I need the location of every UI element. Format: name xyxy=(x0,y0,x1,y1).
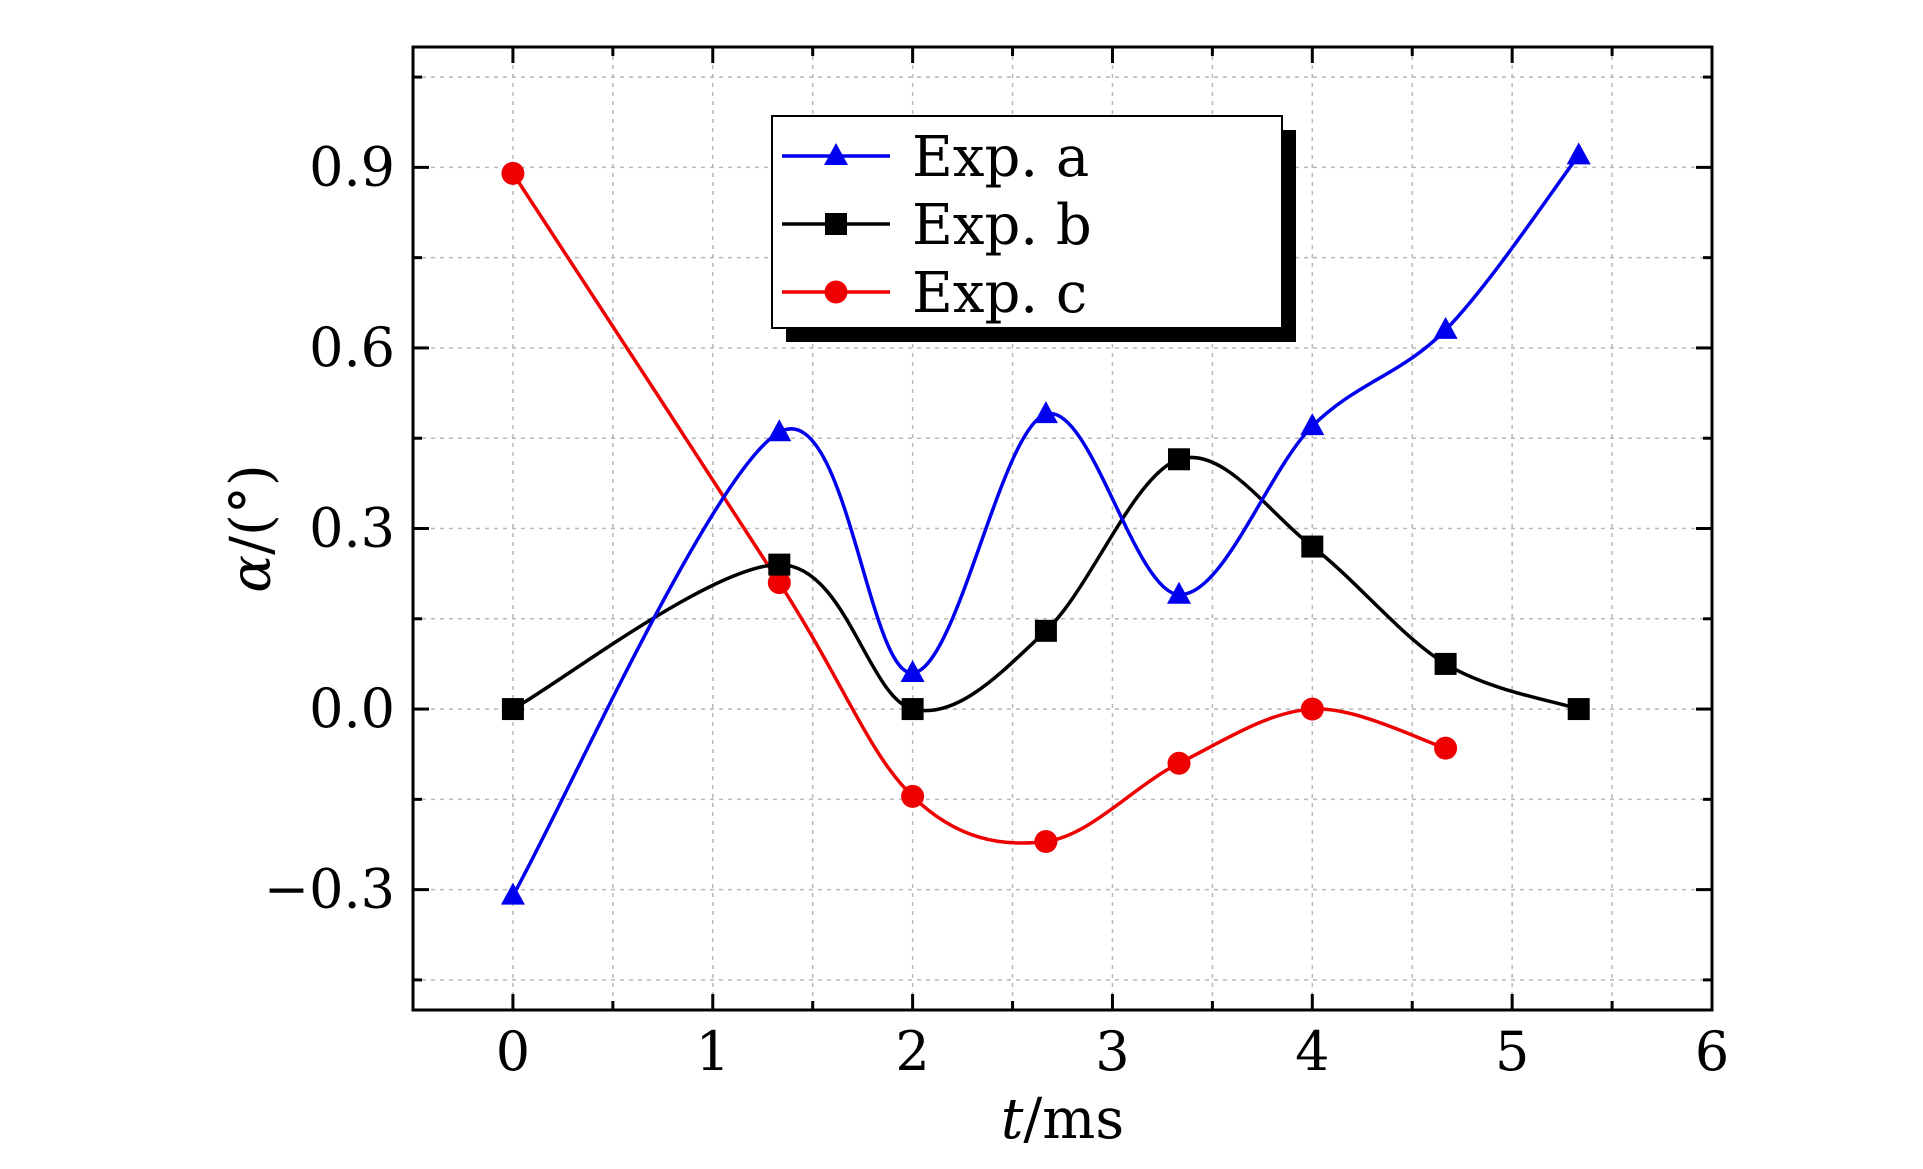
series-3-point xyxy=(501,161,525,185)
y-tick-label: 0.9 xyxy=(309,135,395,198)
legend-swatch-marker xyxy=(825,213,847,235)
x-tick-label: 6 xyxy=(1695,1020,1729,1083)
series-1-point xyxy=(900,659,925,682)
x-tick-label: 1 xyxy=(696,1020,730,1083)
series-2 xyxy=(501,448,1590,721)
series-2-point xyxy=(501,698,524,721)
series-3-line xyxy=(511,172,1447,845)
legend-entry: Exp. a xyxy=(782,125,1089,190)
x-axis-title: t/ms xyxy=(1001,1087,1124,1152)
series-3-point xyxy=(1034,829,1058,853)
series-2-point xyxy=(901,698,924,721)
legend-label: Exp. a xyxy=(912,125,1089,190)
series-3-point xyxy=(901,784,925,808)
y-tick-label: 0.0 xyxy=(309,677,395,740)
series-layer xyxy=(500,142,1591,905)
series-3-point xyxy=(767,571,791,595)
series-2-point xyxy=(1301,535,1324,558)
y-tick-label: 0.6 xyxy=(309,316,395,379)
series-1-point xyxy=(500,882,525,905)
series-2-point xyxy=(1567,698,1590,721)
x-tick-label: 2 xyxy=(895,1020,929,1083)
x-tick-label: 5 xyxy=(1495,1020,1529,1083)
series-3-point xyxy=(1434,736,1458,760)
x-tick-label: 4 xyxy=(1295,1020,1329,1083)
series-1-point xyxy=(1300,413,1325,436)
legend-entry: Exp. c xyxy=(782,261,1087,326)
x-axis-title-unit: /ms xyxy=(1023,1087,1124,1152)
y-tick-label: −0.3 xyxy=(264,858,395,921)
legend-swatch-marker xyxy=(824,143,848,165)
ticks xyxy=(411,47,1714,1010)
series-1 xyxy=(500,142,1591,905)
legend-swatch-marker xyxy=(824,280,848,304)
series-3-point xyxy=(1167,751,1191,775)
series-1-point xyxy=(1167,581,1192,604)
series-2-point xyxy=(768,553,791,576)
tick-labels: 0 1 2 3 4 5 6 −0.3 0.0 0.3 0.6 0.9 xyxy=(264,135,1729,1083)
x-axis-title-var: t xyxy=(1001,1087,1024,1152)
series-1-point xyxy=(1433,316,1458,339)
series-2-point xyxy=(1168,448,1191,471)
series-1-point xyxy=(767,419,792,442)
legend-label: Exp. c xyxy=(912,261,1087,326)
series-2-point xyxy=(1434,652,1457,675)
series-2-point xyxy=(1034,619,1057,642)
legend-label: Exp. b xyxy=(912,193,1092,258)
y-axis-title: α/(°) xyxy=(219,464,284,592)
y-tick-label: 0.3 xyxy=(309,497,395,560)
series-1-point xyxy=(1566,142,1591,165)
series-3-point xyxy=(1300,697,1324,721)
y-axis-title-unit: /(°) xyxy=(219,464,284,555)
legend-entry: Exp. b xyxy=(782,193,1092,258)
x-tick-label: 0 xyxy=(496,1020,530,1083)
y-axis-title-var: α xyxy=(219,555,284,593)
x-tick-label: 3 xyxy=(1095,1020,1129,1083)
series-3 xyxy=(501,161,1458,853)
series-1-point xyxy=(1033,401,1058,424)
